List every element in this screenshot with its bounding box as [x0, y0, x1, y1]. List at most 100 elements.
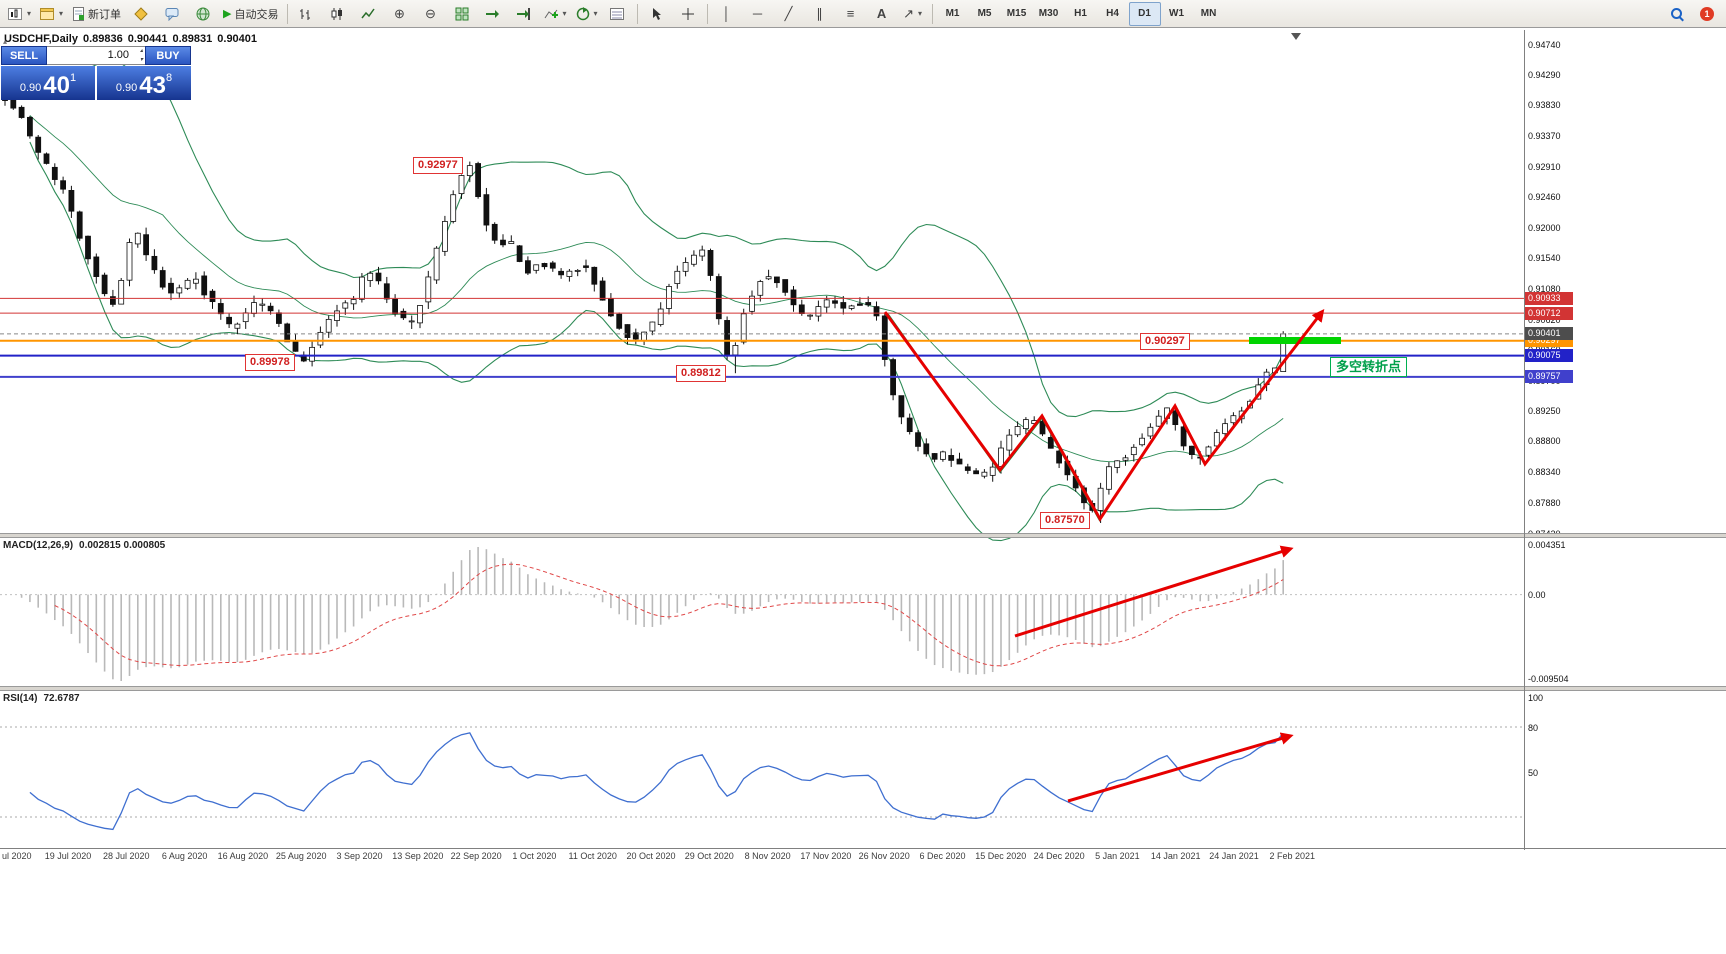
price-annotation-label[interactable]: 0.90297	[1140, 333, 1190, 350]
one-click-prices: 0.90 40 1 0.90 43 8	[1, 66, 191, 100]
horizontal-line-button[interactable]: ─	[743, 2, 773, 26]
arrows-tool-button[interactable]: ↗ ▾	[898, 2, 928, 26]
zoom-out-button[interactable]: ⊖	[416, 2, 446, 26]
chevron-down-icon: ▾	[593, 9, 598, 18]
date-tick: 8 Nov 2020	[744, 851, 791, 861]
fibonacci-button[interactable]: ≡	[836, 2, 866, 26]
price-annotation-label[interactable]: 0.89812	[676, 365, 726, 382]
candlestick-icon	[331, 7, 342, 20]
collapse-icon[interactable]: ▴	[3, 37, 8, 46]
macd-axis-tick: -0.009504	[1528, 674, 1569, 684]
toolbar-separator	[286, 3, 288, 24]
date-tick: 16 Aug 2020	[217, 851, 269, 861]
autotrading-button[interactable]: ▶ 自动交易	[219, 2, 282, 26]
date-tick: 29 Oct 2020	[684, 851, 734, 861]
templates-icon	[576, 6, 589, 20]
text-tool-button[interactable]: A	[867, 2, 897, 26]
buy-button[interactable]: BUY	[145, 46, 191, 65]
cursor-button[interactable]	[642, 2, 672, 26]
indicators-button[interactable]: ▾	[540, 2, 571, 26]
price-axis-tick: 0.91080	[1528, 284, 1561, 294]
timeframe-toolbar: M1 M5 M15 M30 H1 H4 D1 W1 MN	[937, 1, 1225, 26]
autotrading-label: 自动交易	[234, 8, 279, 21]
turning-point-annotation[interactable]: 多空转折点	[1330, 357, 1408, 377]
candlestick-chart-button[interactable]	[323, 2, 353, 26]
macd-values: 0.002815 0.000805	[79, 540, 166, 551]
trend-zigzag-arrows[interactable]	[883, 309, 1325, 522]
ask-pipette: 8	[166, 72, 173, 84]
date-tick: 25 Aug 2020	[275, 851, 327, 861]
chart-shift-marker[interactable]	[1291, 33, 1301, 40]
panel-splitter[interactable]	[0, 533, 1726, 538]
price-annotation-label[interactable]: 0.87570	[1040, 512, 1090, 529]
bollinger-bands	[29, 59, 1284, 542]
timeframe-button-mn[interactable]: MN	[1200, 8, 1217, 19]
new-chart-button[interactable]: ▾	[4, 2, 35, 26]
auto-scroll-button[interactable]	[478, 2, 508, 26]
volume-input[interactable]: 1.00 ▴ ▾	[47, 46, 145, 65]
toolbar-separator	[636, 3, 638, 24]
date-tick: 5 Jan 2021	[1095, 851, 1140, 861]
price-annotation-label[interactable]: 0.89978	[245, 354, 295, 371]
green-highlight-zone[interactable]	[1249, 337, 1341, 344]
community-button[interactable]	[188, 2, 218, 26]
volume-value: 1.00	[107, 49, 129, 61]
trendline-button[interactable]: ╱	[774, 2, 804, 26]
tile-windows-button[interactable]	[447, 2, 477, 26]
price-tag: 0.89757	[1525, 370, 1573, 384]
rsi-axis-tick: 100	[1528, 693, 1544, 703]
chevron-down-icon: ▾	[59, 9, 64, 18]
price-axis-tick: 0.90620	[1528, 314, 1561, 325]
line-chart-button[interactable]	[354, 2, 384, 26]
metaeditor-button[interactable]	[126, 2, 156, 26]
price-annotation-label[interactable]: 0.92977	[413, 157, 463, 174]
timeframe-button-m15[interactable]: M15	[1006, 8, 1027, 19]
notifications-button[interactable]: 1	[1692, 2, 1722, 26]
date-tick: 11 Oct 2020	[568, 851, 617, 861]
rsi-axis-tick: 80	[1528, 723, 1539, 733]
spin-up-icon[interactable]: ▴	[139, 48, 143, 54]
crosshair-button[interactable]	[673, 2, 703, 26]
price-axis-tick: 0.88800	[1528, 436, 1561, 447]
horizontal-price-lines[interactable]	[0, 297, 1524, 378]
bid-price-box[interactable]: 0.90 40 1	[1, 66, 95, 100]
spin-down-icon[interactable]: ▾	[139, 57, 143, 63]
zoom-in-button[interactable]: ⊕	[385, 2, 415, 26]
new-order-button[interactable]: 新订单	[68, 2, 125, 26]
line-chart-icon	[361, 8, 375, 18]
bar-chart-button[interactable]	[292, 2, 322, 26]
search-button[interactable]	[1661, 2, 1691, 26]
new-order-icon	[73, 6, 85, 21]
channel-button[interactable]: ∥	[805, 2, 835, 26]
vertical-line-button[interactable]: │	[712, 2, 742, 26]
notification-badge: 1	[1700, 6, 1714, 21]
timeframe-button-d1[interactable]: D1	[1128, 1, 1161, 26]
timeframe-button-m30[interactable]: M30	[1038, 8, 1059, 19]
profiles-button[interactable]: ▾	[36, 2, 67, 26]
price-tag: 0.90712	[1525, 306, 1573, 320]
timeframe-button-m1[interactable]: M1	[945, 8, 960, 19]
panel-splitter[interactable]	[0, 686, 1726, 691]
timeframe-button-h4[interactable]: H4	[1106, 8, 1119, 19]
ohlc-bars-icon	[300, 8, 310, 20]
open-value: 0.89836	[82, 33, 123, 45]
sell-button[interactable]: SELL	[1, 46, 47, 65]
indicators-plus-icon	[544, 9, 558, 18]
volume-spinner[interactable]: ▴ ▾	[140, 47, 143, 65]
arrow-tool-icon: ↗	[903, 5, 914, 21]
alerts-button[interactable]	[157, 2, 187, 26]
timeframe-button-h1[interactable]: H1	[1074, 8, 1087, 19]
data-window-button[interactable]	[603, 2, 633, 26]
macd-axis-tick: 0.00	[1528, 589, 1546, 600]
text-tool-icon: A	[876, 6, 887, 21]
timeframe-button-m5[interactable]: M5	[977, 8, 992, 19]
price-axis-tick: 0.94290	[1528, 69, 1561, 80]
timeframe-button-w1[interactable]: W1	[1169, 8, 1185, 19]
templates-button[interactable]: ▾	[572, 2, 602, 26]
ask-price-box[interactable]: 0.90 43 8	[97, 66, 191, 100]
price-axis-line	[1524, 30, 1525, 850]
rsi-trend-arrow	[1067, 732, 1294, 803]
chart-shift-button[interactable]	[509, 2, 539, 26]
speech-bubble-icon	[165, 7, 179, 21]
price-axis-tick: 0.94740	[1528, 39, 1561, 50]
